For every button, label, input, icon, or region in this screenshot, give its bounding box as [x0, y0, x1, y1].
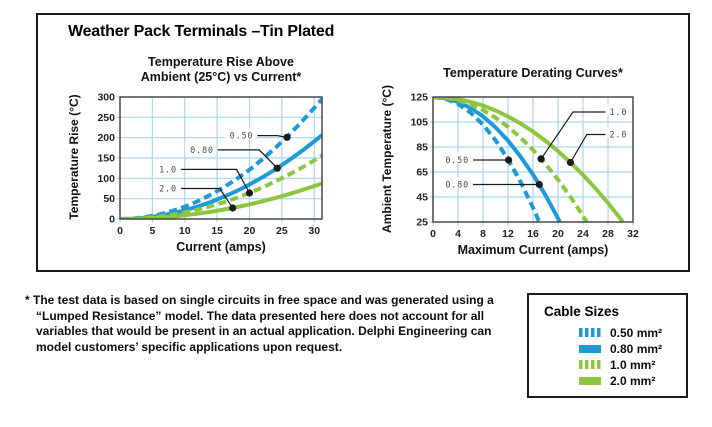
chart1-x-axis-label: Current (amps)	[176, 240, 266, 254]
svg-text:0: 0	[117, 225, 123, 237]
svg-text:150: 150	[97, 153, 115, 165]
svg-text:1.0: 1.0	[159, 165, 177, 175]
chart2-x-axis-label: Maximum Current (amps)	[457, 243, 609, 257]
temperature-rise-chart: 0 5 10 15 20 25 300501001502002503000.500.801.…	[97, 92, 323, 237]
cable-sizes-legend: Cable Sizes 0.50 mm² 0.80 mm² 1.0 mm² 2.…	[527, 293, 688, 398]
page-title: Weather Pack Terminals –Tin Plated	[68, 23, 335, 40]
legend-item-label: 1.0 mm²	[610, 357, 656, 372]
svg-text:125: 125	[410, 92, 428, 104]
solid-green-line-swatch	[579, 376, 601, 385]
svg-text:45: 45	[416, 192, 428, 204]
svg-text:65: 65	[416, 167, 428, 179]
legend-item: 1.0 mm²	[579, 357, 686, 372]
svg-text:5: 5	[149, 225, 155, 237]
svg-text:0.80: 0.80	[445, 181, 469, 191]
chart2-title-line1: Temperature Derating Curves*	[443, 66, 623, 80]
footnote-text: The test data is based on single circuit…	[33, 293, 494, 354]
svg-text:12: 12	[502, 228, 514, 240]
svg-text:1.0: 1.0	[610, 108, 628, 118]
legend-item-label: 0.80 mm²	[610, 341, 663, 356]
chart1-y-axis-label: Temperature Rise (°C)	[67, 94, 81, 220]
svg-text:85: 85	[416, 142, 428, 154]
svg-text:0.80: 0.80	[190, 146, 214, 156]
svg-text:0.50: 0.50	[445, 156, 469, 166]
svg-text:20: 20	[552, 228, 564, 240]
svg-text:28: 28	[602, 228, 614, 240]
chart1-title: Temperature Rise Above Ambient (25°C) vs…	[96, 55, 346, 85]
solid-blue-line-swatch	[579, 344, 601, 353]
svg-text:20: 20	[244, 225, 256, 237]
svg-text:0: 0	[109, 214, 115, 226]
svg-text:2.0: 2.0	[159, 185, 177, 195]
svg-text:8: 8	[480, 228, 486, 240]
svg-text:25: 25	[416, 217, 428, 229]
temperature-derating-chart: 0 4 8 12 16 20 24 28 32 25 45 65 85 105 125 0.50 0.80 1.0…	[410, 92, 639, 241]
svg-text:105: 105	[410, 117, 428, 129]
legend-item: 2.0 mm²	[579, 373, 686, 388]
svg-text:2.0: 2.0	[610, 131, 628, 141]
svg-text:200: 200	[97, 132, 115, 144]
svg-text:0: 0	[430, 228, 436, 240]
legend-item-label: 0.50 mm²	[610, 325, 663, 340]
dashed-blue-line-swatch	[579, 328, 601, 337]
svg-text:24: 24	[577, 228, 589, 240]
chart2-title: Temperature Derating Curves*	[408, 66, 658, 81]
legend-item: 0.80 mm²	[579, 341, 686, 356]
svg-text:25: 25	[276, 225, 288, 237]
svg-text:0.50: 0.50	[230, 132, 254, 142]
chart1-title-line2: Ambient (25°C) vs Current*	[140, 70, 302, 84]
footnote-asterisk: *	[25, 293, 30, 307]
svg-text:15: 15	[211, 225, 223, 237]
svg-text:10: 10	[179, 225, 191, 237]
legend-item: 0.50 mm²	[579, 325, 686, 340]
svg-text:300: 300	[97, 92, 115, 104]
svg-text:16: 16	[527, 228, 539, 240]
svg-text:50: 50	[103, 193, 115, 205]
dashed-green-line-swatch	[579, 360, 601, 369]
chart2-y-axis-label: Ambient Temperature (°C)	[380, 85, 394, 233]
svg-text:30: 30	[308, 225, 320, 237]
svg-text:4: 4	[455, 228, 461, 240]
legend-item-label: 2.0 mm²	[610, 373, 656, 388]
chart1-title-line1: Temperature Rise Above	[148, 55, 294, 69]
legend-title: Cable Sizes	[544, 304, 620, 319]
footnote: * The test data is based on single circu…	[25, 293, 522, 355]
svg-text:32: 32	[627, 228, 639, 240]
svg-text:250: 250	[97, 112, 115, 124]
svg-text:100: 100	[97, 173, 115, 185]
